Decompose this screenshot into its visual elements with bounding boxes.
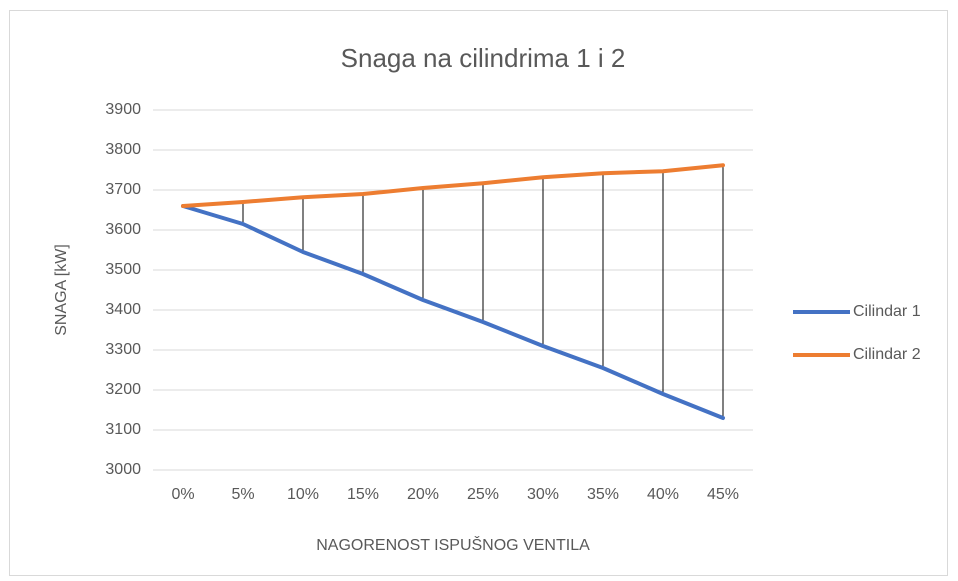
x-tick-label: 20%	[407, 486, 439, 503]
x-tick-label: 10%	[287, 486, 319, 503]
legend-label: Cilindar 1	[853, 303, 921, 320]
series-line	[181, 204, 725, 420]
x-axis-title: NAGORENOST ISPUŠNOG VENTILA	[316, 535, 590, 554]
y-tick-label: 3400	[105, 301, 141, 318]
y-tick-label: 3300	[105, 341, 141, 358]
y-tick-label: 3600	[105, 221, 141, 238]
y-axis-title: SNAGA [kW]	[53, 244, 70, 336]
x-tick-label: 15%	[347, 486, 379, 503]
x-tick-label: 5%	[231, 486, 254, 503]
x-tick-label: 30%	[527, 486, 559, 503]
y-tick-label: 3200	[105, 381, 141, 398]
legend-label: Cilindar 2	[853, 346, 921, 363]
y-tick-label: 3700	[105, 181, 141, 198]
x-tick-label: 25%	[467, 486, 499, 503]
chart-title: Snaga na cilindrima 1 i 2	[341, 43, 626, 73]
chart-border	[9, 10, 948, 576]
x-tick-label: 35%	[587, 486, 619, 503]
y-tick-label: 3100	[105, 421, 141, 438]
series-line	[181, 163, 725, 208]
y-tick-label: 3800	[105, 141, 141, 158]
y-tick-label: 3900	[105, 101, 141, 118]
x-tick-label: 40%	[647, 486, 679, 503]
x-tick-label: 45%	[707, 486, 739, 503]
x-tick-label: 0%	[171, 486, 194, 503]
y-tick-label: 3000	[105, 461, 141, 478]
y-tick-label: 3500	[105, 261, 141, 278]
